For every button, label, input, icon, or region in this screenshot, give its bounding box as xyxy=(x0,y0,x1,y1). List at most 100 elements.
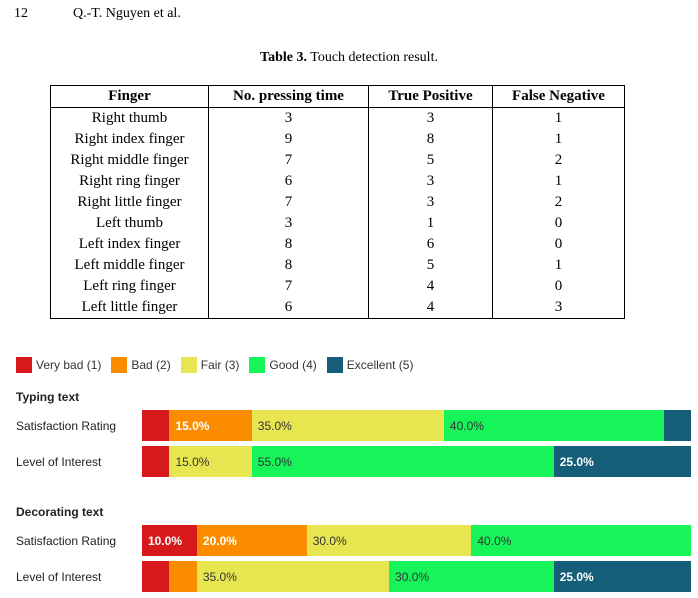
bar-segment: 40.0% xyxy=(471,525,691,556)
bar-typing-satisfaction: 15.0% 35.0% 40.0% xyxy=(142,410,691,441)
legend-label: Fair (3) xyxy=(200,358,240,372)
cell-finger: Left index finger xyxy=(50,234,209,255)
col-header-false-negative: False Negative xyxy=(492,85,625,108)
col-header-finger: Finger xyxy=(50,85,209,108)
bar-segment-label: 15.0% xyxy=(175,418,210,433)
table-row: Right thumb 3 3 1 xyxy=(50,107,625,129)
table-row: Right ring finger 6 3 1 xyxy=(50,171,625,192)
bar-segment: 10.0% xyxy=(142,525,197,556)
cell-finger: Left thumb xyxy=(50,213,209,234)
table-row: Left little finger 6 4 3 xyxy=(50,297,625,319)
bar-segment: 35.0% xyxy=(251,410,444,441)
bar-segment-label: 40.0% xyxy=(477,533,512,548)
cell-pressing-time: 8 xyxy=(208,255,369,276)
cell-pressing-time: 6 xyxy=(208,297,369,319)
legend-item: Good (4) xyxy=(249,357,317,373)
cell-pressing-time: 9 xyxy=(208,129,369,150)
cell-true-positive: 8 xyxy=(368,129,493,150)
cell-finger: Right thumb xyxy=(50,107,209,129)
cell-finger: Left middle finger xyxy=(50,255,209,276)
cell-false-negative: 0 xyxy=(492,276,625,297)
cell-pressing-time: 7 xyxy=(208,192,369,213)
bar-segment-label: 35.0% xyxy=(257,418,292,433)
bar-segment-label: 55.0% xyxy=(257,454,292,469)
bar-decorating-interest: 35.0% 30.0% 25.0% xyxy=(142,561,691,592)
bar-decorating-satisfaction: 10.0% 20.0% 30.0% 40.0% xyxy=(142,525,691,556)
row-label-decorating-interest: Level of Interest xyxy=(16,570,102,584)
table-row: Left ring finger 7 4 0 xyxy=(50,276,625,297)
legend-item: Bad (2) xyxy=(111,357,171,373)
bar-segment: 15.0% xyxy=(169,410,252,441)
running-header-authors: Q.-T. Nguyen et al. xyxy=(73,6,181,21)
bar-segment: 30.0% xyxy=(389,561,554,592)
bar-segment-label: 25.0% xyxy=(559,454,594,469)
bar-segment-label: 15.0% xyxy=(175,454,210,469)
chart-legend: Very bad (1) Bad (2) Fair (3) Good (4) Excel… xyxy=(16,357,423,373)
cell-true-positive: 1 xyxy=(368,213,493,234)
bar-segment xyxy=(142,410,170,441)
cell-false-negative: 1 xyxy=(492,171,625,192)
bar-segment xyxy=(142,446,170,477)
cell-false-negative: 0 xyxy=(492,213,625,234)
bar-segment xyxy=(663,410,691,441)
legend-swatch xyxy=(111,357,128,373)
legend-item: Very bad (1) xyxy=(16,357,101,373)
page-number: 12 xyxy=(14,6,28,21)
touch-detection-table: Finger No. pressing time True Positive F… xyxy=(50,85,625,319)
bar-segment xyxy=(142,561,170,592)
cell-pressing-time: 7 xyxy=(208,150,369,171)
cell-true-positive: 6 xyxy=(368,234,493,255)
legend-item: Excellent (5) xyxy=(326,357,414,373)
cell-finger: Right middle finger xyxy=(50,150,209,171)
table-caption-text: Touch detection result. xyxy=(310,50,438,65)
table-row: Right little finger 7 3 2 xyxy=(50,192,625,213)
bar-segment: 35.0% xyxy=(196,561,390,592)
bar-segment-label: 10.0% xyxy=(148,533,183,548)
legend-swatch xyxy=(249,357,266,373)
bar-typing-interest: 15.0% 55.0% 25.0% xyxy=(142,446,691,477)
bar-segment: 25.0% xyxy=(553,561,691,592)
cell-false-negative: 1 xyxy=(492,255,625,276)
bar-segment-label: 30.0% xyxy=(395,569,430,584)
cell-true-positive: 3 xyxy=(368,171,493,192)
cell-true-positive: 5 xyxy=(368,150,493,171)
legend-swatch xyxy=(326,357,343,373)
cell-false-negative: 2 xyxy=(492,150,625,171)
cell-true-positive: 5 xyxy=(368,255,493,276)
legend-swatch xyxy=(180,357,197,373)
group-title-typing: Typing text xyxy=(16,390,80,404)
bar-segment-label: 35.0% xyxy=(202,569,237,584)
cell-false-negative: 1 xyxy=(492,129,625,150)
legend-swatch xyxy=(16,357,32,373)
table-caption-label: Table 3. xyxy=(260,50,307,65)
bar-segment: 55.0% xyxy=(251,446,554,477)
bar-segment: 25.0% xyxy=(553,446,691,477)
legend-label: Bad (2) xyxy=(131,358,171,372)
cell-finger: Left little finger xyxy=(50,297,209,319)
cell-finger: Right ring finger xyxy=(50,171,209,192)
cell-true-positive: 3 xyxy=(368,192,493,213)
bar-segment-label: 20.0% xyxy=(202,533,237,548)
legend-label: Very bad (1) xyxy=(36,358,102,372)
cell-pressing-time: 7 xyxy=(208,276,369,297)
cell-true-positive: 4 xyxy=(368,276,493,297)
legend-label: Excellent (5) xyxy=(346,358,414,372)
cell-true-positive: 3 xyxy=(368,107,493,129)
legend-item: Fair (3) xyxy=(180,357,240,373)
row-label-decorating-satisfaction: Satisfaction Rating xyxy=(16,534,117,548)
bar-segment: 30.0% xyxy=(306,525,472,556)
cell-false-negative: 3 xyxy=(492,297,625,319)
bar-segment-label: 40.0% xyxy=(449,418,484,433)
col-header-true-positive: True Positive xyxy=(368,85,493,108)
table-caption: Table 3. Touch detection result. xyxy=(0,50,698,66)
cell-pressing-time: 3 xyxy=(208,107,369,129)
table-row: Right index finger 9 8 1 xyxy=(50,129,625,150)
cell-pressing-time: 3 xyxy=(208,213,369,234)
legend-label: Good (4) xyxy=(269,358,317,372)
row-label-typing-satisfaction: Satisfaction Rating xyxy=(16,419,117,433)
cell-finger: Right little finger xyxy=(50,192,209,213)
cell-false-negative: 0 xyxy=(492,234,625,255)
cell-finger: Left ring finger xyxy=(50,276,209,297)
table-row: Left thumb 3 1 0 xyxy=(50,213,625,234)
cell-true-positive: 4 xyxy=(368,297,493,319)
